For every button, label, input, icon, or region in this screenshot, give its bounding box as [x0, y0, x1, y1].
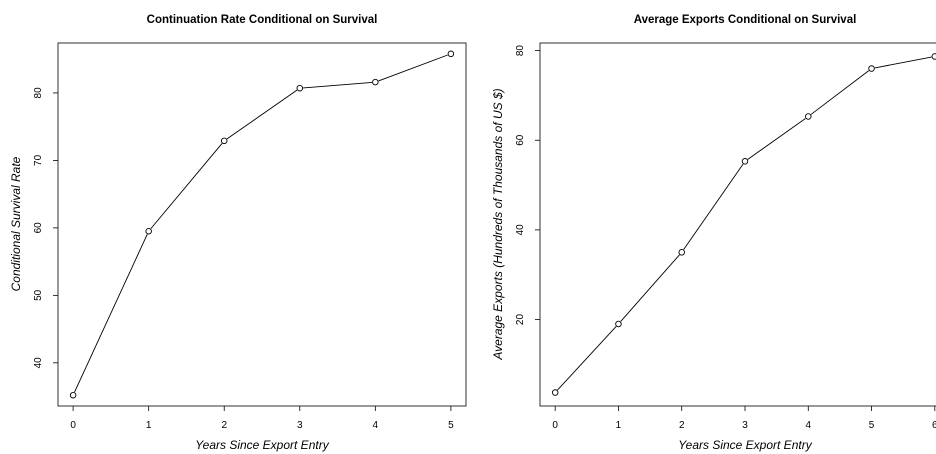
- data-series: [551, 53, 936, 396]
- x-axis-ticks: 0 1 2 3 4 5 6: [552, 406, 936, 431]
- data-point: [805, 113, 812, 120]
- series-line-segment: [150, 143, 223, 229]
- x-tick-label: 0: [70, 420, 76, 431]
- chart-panel-average-exports: Average Exports Conditional on Survival …: [491, 14, 936, 452]
- x-tick-label: 3: [297, 420, 303, 431]
- data-point: [931, 53, 936, 60]
- series-line-segment: [747, 118, 806, 160]
- data-point: [372, 78, 379, 86]
- x-tick-label: 1: [616, 420, 622, 431]
- data-series: [69, 50, 455, 399]
- x-axis-ticks: 0 1 2 3 4 5: [70, 406, 454, 431]
- x-tick-label: 4: [373, 420, 379, 431]
- y-tick-label: 40: [515, 224, 526, 236]
- y-axis-ticks: 20 40 60 80: [515, 45, 540, 325]
- data-point: [447, 50, 455, 58]
- x-axis-label: Years Since Export Entry: [678, 438, 812, 452]
- series-line-segment: [557, 326, 617, 391]
- x-tick-label: 4: [805, 420, 811, 431]
- y-tick-label: 40: [33, 357, 44, 369]
- x-tick-label: 6: [932, 420, 936, 431]
- x-tick-label: 0: [552, 420, 558, 431]
- y-tick-label: 20: [515, 314, 526, 326]
- y-axis-ticks: 40 50 60 70 80: [33, 87, 58, 368]
- chart-title: Average Exports Conditional on Survival: [634, 14, 857, 26]
- y-axis-label: Conditional Survival Rate: [9, 156, 23, 291]
- series-line-segment: [303, 81, 372, 89]
- data-point: [551, 389, 559, 396]
- data-point: [678, 249, 685, 256]
- y-tick-label: 80: [515, 45, 526, 57]
- series-line-segment: [874, 56, 932, 69]
- series-line-segment: [810, 70, 870, 115]
- series-line-segment: [683, 163, 744, 250]
- data-point: [868, 65, 875, 72]
- y-tick-label: 50: [33, 289, 44, 301]
- x-tick-label: 2: [221, 420, 227, 431]
- chart-title: Continuation Rate Conditional on Surviva…: [147, 14, 378, 26]
- data-point: [615, 320, 622, 328]
- plot-frame: [57, 42, 467, 407]
- chart-panel-continuation-rate: Continuation Rate Conditional on Surviva…: [9, 14, 467, 452]
- x-tick-label: 5: [869, 420, 875, 431]
- series-line-segment: [226, 89, 298, 140]
- data-point: [220, 137, 228, 145]
- y-axis-label: Average Exports (Hundreds of Thousands o…: [491, 88, 505, 360]
- x-tick-label: 5: [448, 420, 454, 431]
- x-tick-label: 2: [679, 420, 685, 431]
- series-line-segment: [620, 254, 680, 322]
- data-point: [296, 84, 304, 92]
- data-point: [69, 391, 77, 399]
- y-tick-label: 60: [515, 134, 526, 146]
- data-point: [145, 227, 152, 235]
- y-tick-label: 70: [33, 154, 44, 166]
- series-line-segment: [74, 234, 148, 393]
- y-tick-label: 80: [33, 87, 44, 99]
- y-tick-label: 60: [33, 222, 44, 234]
- plot-frame: [539, 42, 936, 407]
- series-line-segment: [378, 54, 448, 82]
- x-tick-label: 1: [146, 420, 152, 431]
- data-point: [741, 158, 749, 165]
- x-tick-label: 3: [742, 420, 748, 431]
- x-axis-label: Years Since Export Entry: [195, 438, 329, 452]
